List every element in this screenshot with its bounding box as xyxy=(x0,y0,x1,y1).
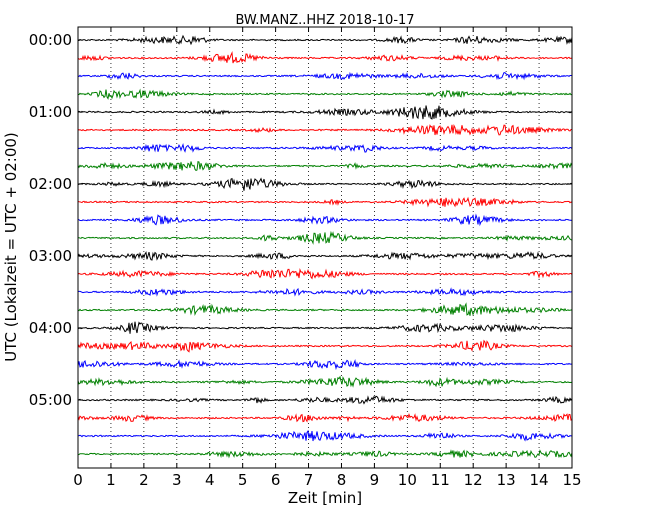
trace-16 xyxy=(77,321,573,334)
trace-15 xyxy=(77,302,573,317)
trace-7 xyxy=(77,161,573,171)
y-tick-label-2: 02:00 xyxy=(29,175,72,193)
trace-10 xyxy=(77,213,573,227)
trace-lines xyxy=(77,34,573,459)
plot-frame xyxy=(77,26,573,469)
x-tick-label-4: 4 xyxy=(205,471,215,489)
x-tick-label-6: 6 xyxy=(271,471,281,489)
x-tick-label-11: 11 xyxy=(431,471,450,489)
trace-2 xyxy=(77,71,573,81)
y-tick-label-4: 04:00 xyxy=(29,319,72,337)
trace-14 xyxy=(77,287,573,297)
x-axis-ticks: 0 1 2 3 4 5 6 7 8 9 10 11 12 13 14 15 xyxy=(73,27,582,489)
trace-3 xyxy=(77,88,573,100)
trace-22 xyxy=(77,429,573,442)
x-tick-label-5: 5 xyxy=(238,471,248,489)
x-tick-label-1: 1 xyxy=(106,471,116,489)
x-tick-label-10: 10 xyxy=(398,471,417,489)
trace-21 xyxy=(77,413,573,423)
x-axis-label: Zeit [min] xyxy=(288,489,362,507)
trace-13 xyxy=(77,268,573,280)
trace-18 xyxy=(77,358,573,371)
trace-19 xyxy=(77,375,573,388)
trace-6 xyxy=(77,142,573,153)
trace-9 xyxy=(77,196,573,208)
y-tick-label-1: 01:00 xyxy=(29,103,72,121)
trace-12 xyxy=(77,251,573,261)
x-tick-label-3: 3 xyxy=(172,471,182,489)
trace-11 xyxy=(77,230,573,245)
trace-17 xyxy=(77,339,573,353)
chart-title: BW.MANZ..HHZ 2018-10-17 xyxy=(235,13,414,28)
grid-lines xyxy=(110,27,540,468)
trace-23 xyxy=(77,449,573,459)
trace-20 xyxy=(77,395,573,405)
y-axis-ticks: 00:00 01:00 02:00 03:00 04:00 05:00 xyxy=(29,31,572,409)
trace-5 xyxy=(77,124,573,136)
y-tick-label-3: 03:00 xyxy=(29,247,72,265)
y-tick-label-5: 05:00 xyxy=(29,391,72,409)
y-tick-label-0: 00:00 xyxy=(29,31,72,49)
x-tick-label-8: 8 xyxy=(337,471,347,489)
x-tick-label-2: 2 xyxy=(139,471,149,489)
trace-0 xyxy=(77,34,573,46)
trace-1 xyxy=(77,51,573,64)
x-tick-label-15: 15 xyxy=(562,471,581,489)
y-axis-label: UTC (Lokalzeit = UTC + 02:00) xyxy=(2,132,20,362)
x-tick-label-0: 0 xyxy=(73,471,83,489)
x-tick-label-14: 14 xyxy=(530,471,549,489)
x-tick-label-9: 9 xyxy=(370,471,380,489)
x-tick-label-13: 13 xyxy=(497,471,516,489)
x-tick-label-7: 7 xyxy=(304,471,314,489)
x-tick-label-12: 12 xyxy=(464,471,483,489)
trace-8 xyxy=(77,177,573,191)
trace-4 xyxy=(77,105,573,120)
